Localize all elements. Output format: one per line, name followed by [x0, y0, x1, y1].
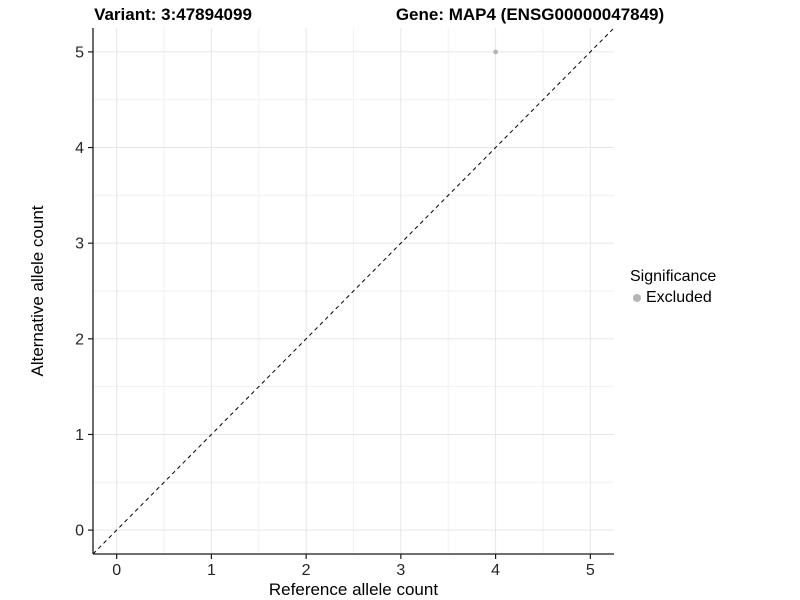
legend-entry-label: Excluded [646, 289, 712, 306]
gene-title: Gene: MAP4 (ENSG00000047849) [395, 5, 665, 24]
y-tick-label: 3 [75, 236, 84, 253]
y-tick-label: 4 [75, 140, 84, 157]
y-tick-label: 2 [75, 331, 84, 348]
legend-title: Significance [630, 268, 717, 285]
x-tick-label: 2 [302, 562, 311, 579]
x-tick-label: 4 [491, 562, 500, 579]
y-axis-title: Alternative allele count [28, 205, 47, 377]
identity-reference-line [92, 27, 615, 555]
y-tick-label: 1 [75, 427, 84, 444]
x-tick-label: 5 [586, 562, 595, 579]
excluded-point-icon [633, 294, 641, 302]
variant-title: Variant: 3:47894099 [94, 5, 252, 24]
legend: Significance Excluded [630, 268, 716, 307]
legend-entry-excluded: Excluded [630, 289, 716, 307]
x-tick-label: 1 [207, 562, 216, 579]
y-tick-label: 5 [75, 44, 84, 61]
x-tick-label: 0 [112, 562, 121, 579]
x-axis-title: Reference allele count [268, 580, 439, 599]
data-point [493, 49, 498, 55]
y-tick-label: 0 [75, 523, 84, 540]
x-tick-label: 3 [396, 562, 405, 579]
